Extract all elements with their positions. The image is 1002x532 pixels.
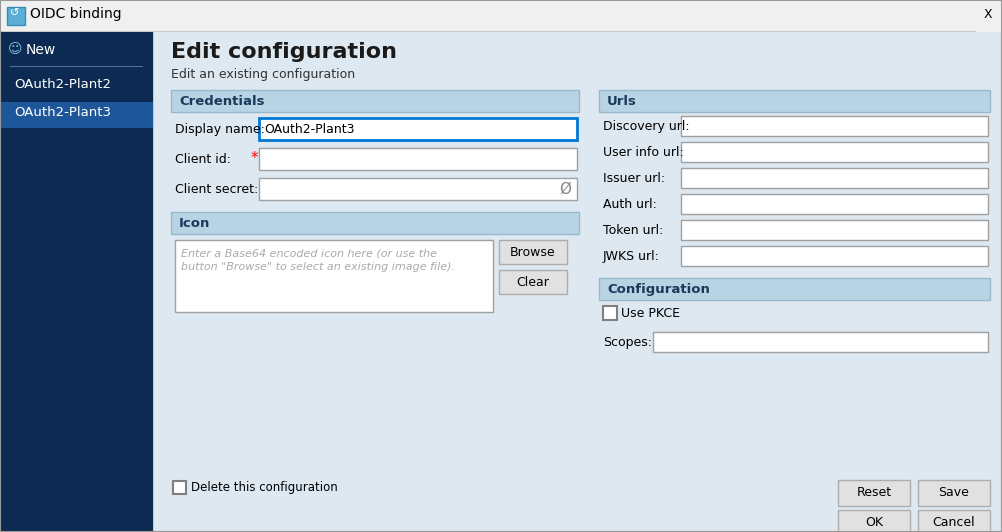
Bar [0,32,153,532]
Text: JWKS url:: JWKS url: [603,250,660,263]
Text: Display name:: Display name: [175,123,265,136]
Text: Edit an existing configuration: Edit an existing configuration [171,68,355,81]
Bar [8,43,24,59]
Text: Cancel: Cancel [933,516,975,529]
Bar [171,90,579,112]
Bar [681,142,988,162]
Bar [7,7,25,25]
Text: Use PKCE: Use PKCE [621,307,680,320]
Bar [259,178,577,200]
Text: Edit configuration: Edit configuration [171,42,397,62]
Text: Clear: Clear [517,276,549,289]
Bar [259,118,577,140]
Text: Save: Save [939,486,970,499]
Bar [681,220,988,240]
Text: Issuer url:: Issuer url: [603,172,665,185]
Text: Auth url:: Auth url: [603,198,657,211]
Text: Token url:: Token url: [603,224,663,237]
Text: Enter a Base64 encoded icon here (or use the: Enter a Base64 encoded icon here (or use… [181,248,437,258]
Text: Client secret:: Client secret: [175,183,259,196]
Bar [175,240,493,312]
Text: Reset: Reset [857,486,892,499]
Bar [259,148,577,170]
Text: User info url:: User info url: [603,146,683,159]
Text: *: * [250,151,259,166]
Bar [0,31,1002,32]
Text: X: X [984,8,992,21]
Text: Configuration: Configuration [607,283,709,296]
Bar [976,0,1002,32]
Text: OK: OK [865,516,883,529]
Bar [171,212,579,234]
Text: Scopes:: Scopes: [603,336,652,349]
Text: OAuth2-Plant2: OAuth2-Plant2 [14,78,111,91]
Text: Ø: Ø [559,182,571,197]
Text: New: New [26,43,56,57]
Text: ☺: ☺ [8,42,22,56]
Bar [653,332,988,352]
Text: button "Browse" to select an existing image file).: button "Browse" to select an existing im… [181,262,455,272]
Text: Credentials: Credentials [179,95,265,108]
Bar [499,270,567,294]
Bar [173,481,186,494]
Text: Delete this configuration: Delete this configuration [191,481,338,494]
Text: Discovery url:: Discovery url: [603,120,689,133]
Bar [599,278,990,300]
Bar [918,510,990,532]
Bar [10,66,143,67]
Bar [681,116,988,136]
Text: Client id:: Client id: [175,153,231,166]
Text: OAuth2-Plant3: OAuth2-Plant3 [14,106,111,119]
Bar [599,90,990,112]
Bar [499,240,567,264]
Bar [681,194,988,214]
Bar [0,0,1002,32]
Bar [0,102,153,128]
Bar [838,480,910,506]
Text: OIDC binding: OIDC binding [30,7,121,21]
Text: OAuth2-Plant3: OAuth2-Plant3 [264,123,355,136]
Bar [681,168,988,188]
Bar [838,510,910,532]
Bar [603,306,617,320]
Text: Browse: Browse [510,246,556,259]
Text: ↺: ↺ [10,8,19,18]
Bar [918,480,990,506]
Text: Urls: Urls [607,95,637,108]
Bar [681,246,988,266]
Text: Icon: Icon [179,217,210,230]
